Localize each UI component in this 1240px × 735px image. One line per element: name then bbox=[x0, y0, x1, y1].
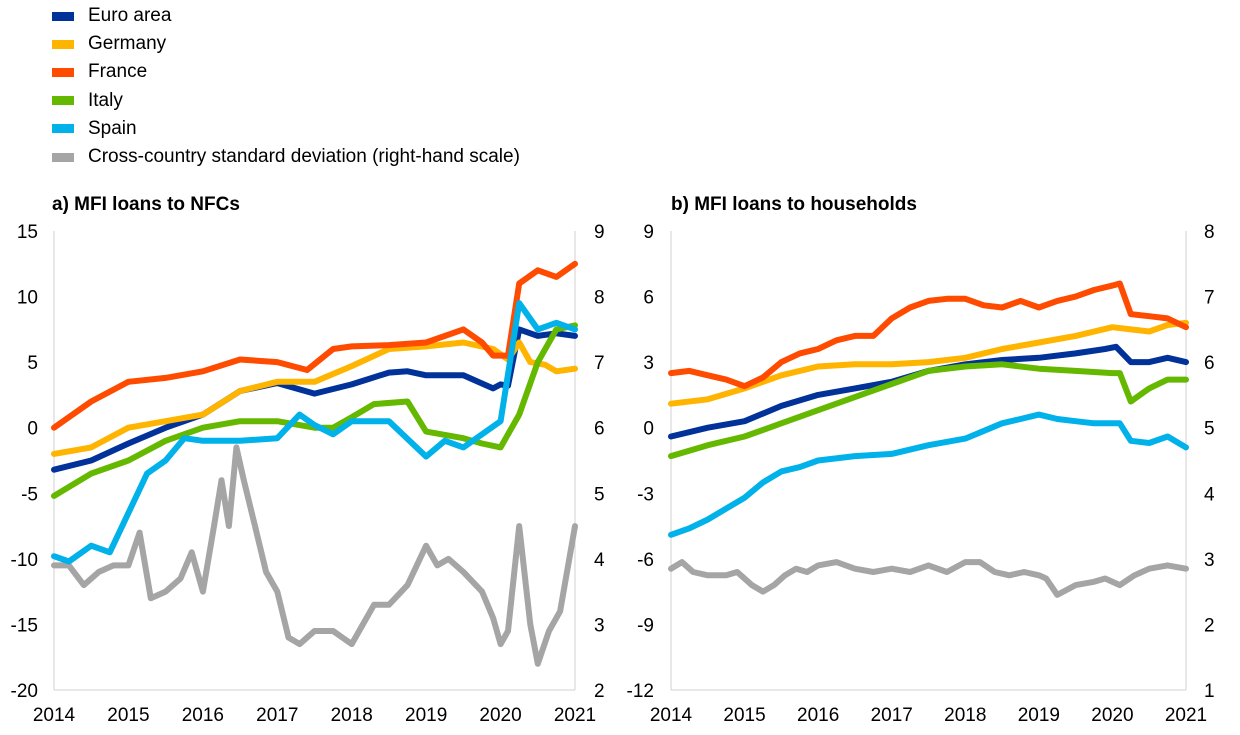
y-left-tick-label: 5 bbox=[27, 353, 38, 374]
x-tick-label: 2015 bbox=[723, 705, 765, 726]
x-tick-label: 2021 bbox=[1165, 705, 1207, 726]
y-left-tick-label: 0 bbox=[643, 419, 654, 440]
legend-item: Euro area bbox=[52, 2, 520, 30]
legend-swatch bbox=[52, 67, 74, 77]
y-left-tick-label: 0 bbox=[27, 419, 38, 440]
x-tick-label: 2014 bbox=[33, 705, 76, 726]
x-tick-label: 2019 bbox=[1018, 705, 1060, 726]
series-line-france bbox=[51, 260, 578, 431]
y-right-tick-label: 4 bbox=[594, 550, 605, 571]
legend-item: Spain bbox=[52, 115, 520, 143]
x-tick-label: 2020 bbox=[1091, 705, 1133, 726]
y-left-tick-label: 15 bbox=[17, 222, 38, 243]
y-left-tick-label: -20 bbox=[11, 681, 38, 702]
legend-item: Germany bbox=[52, 30, 520, 58]
y-right-tick-label: 2 bbox=[594, 681, 605, 702]
series-line-spain bbox=[668, 411, 1189, 538]
legend-label: France bbox=[88, 61, 148, 83]
legend-item: Italy bbox=[52, 87, 520, 115]
y-right-tick-label: 6 bbox=[594, 419, 605, 440]
y-right-tick-label: 6 bbox=[1204, 353, 1215, 374]
series-line-crosscountry bbox=[668, 559, 1189, 598]
y-left-tick-label: 10 bbox=[17, 288, 38, 309]
series-line-crosscountry bbox=[51, 444, 578, 667]
panel-a-title: a) MFI loans to NFCs bbox=[52, 194, 240, 215]
series-line-italy bbox=[51, 322, 578, 499]
y-left-tick-label: 6 bbox=[643, 288, 654, 309]
y-left-tick-label: -10 bbox=[11, 550, 38, 571]
y-right-tick-label: 5 bbox=[594, 484, 605, 505]
y-right-tick-label: 7 bbox=[594, 353, 605, 374]
y-left-tick-label: -6 bbox=[637, 550, 654, 571]
series-line-france bbox=[668, 280, 1189, 390]
y-right-tick-label: 5 bbox=[1204, 419, 1215, 440]
panel-b-title: b) MFI loans to households bbox=[671, 194, 917, 215]
legend-label: Spain bbox=[88, 117, 137, 139]
legend-swatch bbox=[52, 124, 74, 134]
legend-label: Cross-country standard deviation (right-… bbox=[88, 146, 520, 168]
y-right-tick-label: 1 bbox=[1204, 681, 1215, 702]
legend-item: Cross-country standard deviation (right-… bbox=[52, 143, 520, 171]
y-left-tick-label: -5 bbox=[21, 484, 38, 505]
y-right-tick-label: 4 bbox=[1204, 484, 1215, 505]
legend-swatch bbox=[52, 96, 74, 106]
series-line-euro bbox=[51, 326, 578, 473]
series-line-germany bbox=[51, 339, 578, 457]
series-line-spain bbox=[51, 300, 578, 565]
legend-label: Italy bbox=[88, 89, 123, 111]
series-line-germany bbox=[668, 319, 1189, 407]
x-tick-label: 2016 bbox=[182, 705, 224, 726]
legend-label: Germany bbox=[88, 33, 167, 55]
legend-item: France bbox=[52, 58, 520, 86]
y-left-tick-label: -3 bbox=[637, 484, 654, 505]
y-left-tick-label: 3 bbox=[643, 353, 654, 374]
x-tick-label: 2021 bbox=[554, 705, 596, 726]
y-right-tick-label: 8 bbox=[1204, 222, 1215, 243]
legend-swatch bbox=[52, 11, 74, 21]
legend-label: Euro area bbox=[88, 5, 172, 27]
x-tick-label: 2017 bbox=[256, 705, 298, 726]
y-right-tick-label: 3 bbox=[594, 615, 605, 636]
y-left-tick-label: -12 bbox=[627, 681, 654, 702]
x-tick-label: 2016 bbox=[797, 705, 839, 726]
x-tick-label: 2019 bbox=[405, 705, 447, 726]
y-right-tick-label: 3 bbox=[1204, 550, 1215, 571]
legend-swatch bbox=[52, 39, 74, 49]
x-tick-label: 2015 bbox=[107, 705, 149, 726]
legend-swatch bbox=[52, 152, 74, 162]
x-tick-label: 2014 bbox=[650, 705, 693, 726]
y-left-tick-label: -9 bbox=[637, 615, 654, 636]
x-tick-label: 2018 bbox=[331, 705, 373, 726]
chart-legend: Euro area Germany France Italy Spain Cross-co… bbox=[52, 2, 520, 171]
y-left-tick-label: -15 bbox=[11, 615, 38, 636]
y-right-tick-label: 8 bbox=[594, 288, 605, 309]
series-line-italy bbox=[668, 361, 1189, 460]
y-right-tick-label: 7 bbox=[1204, 288, 1215, 309]
y-left-tick-label: 9 bbox=[643, 222, 654, 243]
y-right-tick-label: 9 bbox=[594, 222, 605, 243]
x-tick-label: 2020 bbox=[479, 705, 521, 726]
series-line-euro bbox=[668, 343, 1189, 440]
y-right-tick-label: 2 bbox=[1204, 615, 1215, 636]
x-tick-label: 2018 bbox=[944, 705, 986, 726]
x-tick-label: 2017 bbox=[871, 705, 913, 726]
